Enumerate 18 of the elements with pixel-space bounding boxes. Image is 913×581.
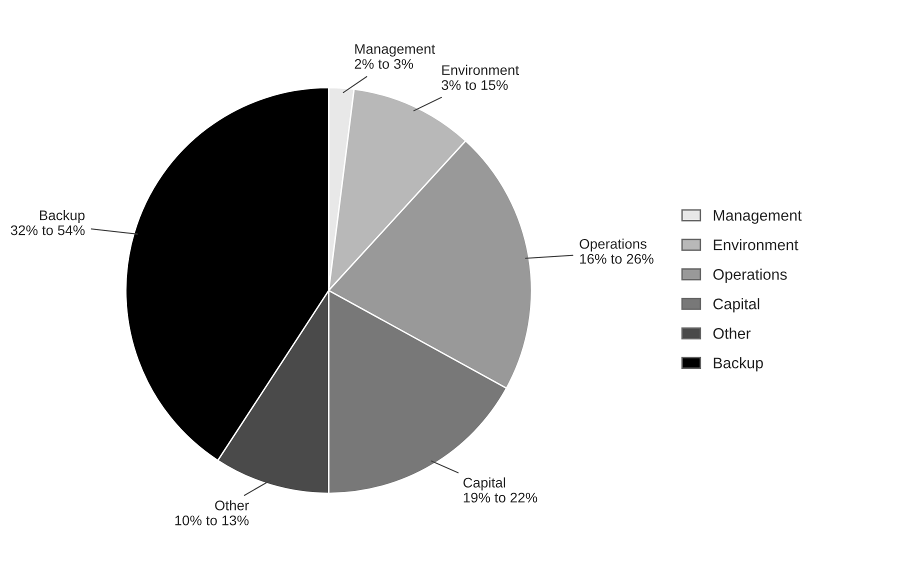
slice-label: Operations [580, 238, 646, 252]
text: 32% to 54% [10, 225, 85, 236]
text: 19% to 22% [464, 492, 538, 503]
legend-label: Capital [713, 298, 760, 312]
text: 3% to 15% [442, 80, 508, 90]
text: 16% to 26% [580, 254, 654, 264]
legend-label: Management [714, 210, 802, 224]
slice-label: Backup [40, 210, 85, 223]
legend-label: Environment [714, 239, 798, 250]
legend-label: Backup [714, 357, 763, 372]
slice-label: Environment [442, 64, 519, 76]
slice-label: Management [355, 44, 436, 57]
text: 10% to 13% [175, 516, 249, 526]
legend-label: Operations [713, 268, 787, 283]
text: 2% to 3% [354, 59, 414, 69]
slice-label: Capital [463, 477, 506, 490]
slice-label: Other [215, 500, 249, 510]
legend-label: Other [713, 328, 751, 339]
